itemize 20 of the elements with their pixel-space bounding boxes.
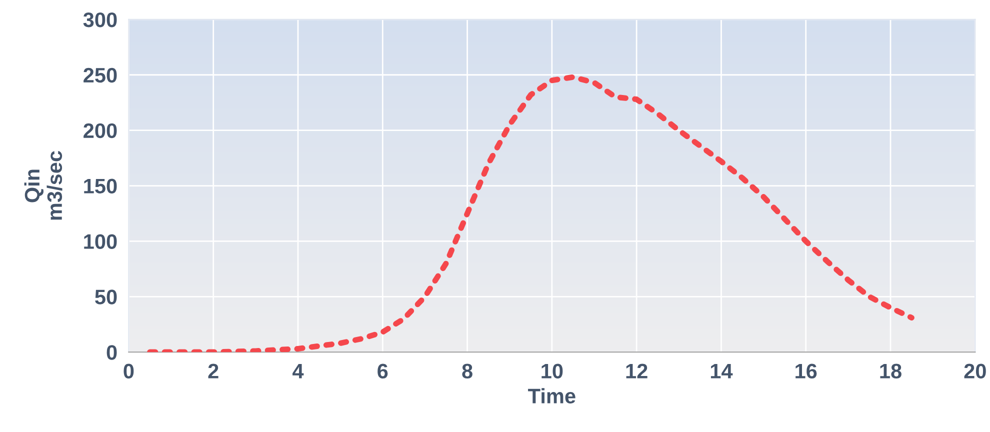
x-tick-label: 16 (796, 364, 817, 378)
x-tick-label: 2 (208, 364, 218, 378)
x-tick-label: 0 (124, 364, 134, 378)
y-tick-label: 0 (106, 345, 117, 360)
y-tick-label: 200 (84, 123, 117, 138)
y-tick-label: 50 (95, 290, 117, 304)
x-tick-label: 14 (710, 364, 733, 378)
x-tick-label: 6 (378, 364, 388, 378)
x-tick-label: 4 (292, 364, 304, 378)
x-tick-label: 12 (626, 364, 648, 378)
y-tick-label: 100 (84, 234, 117, 249)
y-tick-label: 250 (84, 68, 117, 83)
x-tick-label: 8 (462, 364, 472, 378)
y-tick-label: 300 (83, 12, 117, 28)
x-tick-label: 18 (880, 364, 902, 378)
x-tick-label: 10 (542, 364, 563, 378)
y-tick-label: 150 (84, 178, 117, 194)
y-axis-title: Qin m3/sec (24, 151, 62, 220)
x-axis-title: Time (528, 388, 576, 404)
x-tick-label: 20 (964, 364, 986, 378)
